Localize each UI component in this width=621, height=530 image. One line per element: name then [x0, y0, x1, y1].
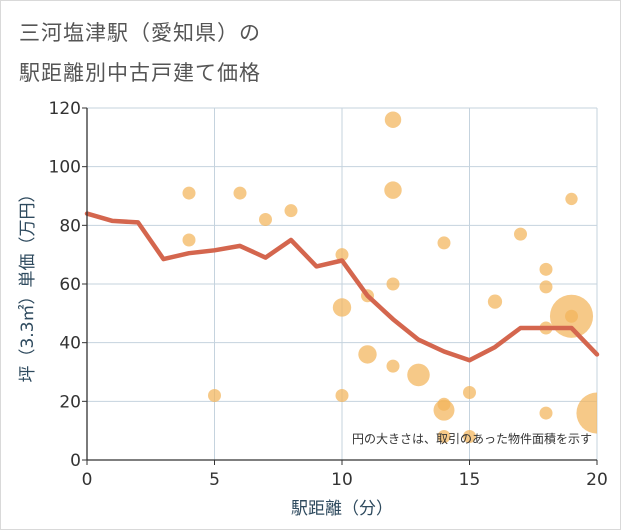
y-tick-label-6: 120 — [49, 99, 81, 119]
bubble-27 — [539, 406, 553, 420]
bubble-22 — [487, 294, 503, 309]
x-tick-label-3: 15 — [459, 470, 481, 490]
y-tick-label-1: 20 — [59, 392, 81, 412]
bubble-21 — [463, 430, 476, 444]
bubble-25 — [539, 280, 553, 294]
y-tick-label-4: 80 — [59, 216, 81, 236]
bubble-31 — [576, 392, 597, 434]
x-tick-label-0: 0 — [82, 470, 93, 490]
bubble-3 — [233, 186, 247, 200]
bubble-12 — [384, 181, 402, 199]
bubble-5 — [284, 204, 298, 218]
bubble-16 — [437, 236, 451, 250]
size-note: 円の大きさは、取引のあった物件面積を示す — [352, 431, 592, 446]
bubble-6 — [335, 248, 349, 262]
bubble-15 — [407, 363, 430, 387]
y-axis-title: 坪（3.3㎡）単価（万円） — [18, 185, 38, 382]
bubble-11 — [384, 111, 402, 128]
bubble-10 — [358, 345, 377, 364]
bubble-28 — [565, 192, 578, 206]
bubble-2 — [208, 388, 221, 402]
bubble-0 — [182, 186, 196, 200]
y-tick-label-5: 100 — [49, 158, 81, 178]
bubble-8 — [335, 388, 349, 402]
y-tick-label-3: 60 — [59, 275, 81, 295]
bubble-14 — [386, 359, 400, 373]
y-tick-label-2: 40 — [59, 334, 81, 354]
chart-title-line-1: 三河塩津駅（愛知県）の — [19, 21, 261, 45]
bubble-23 — [514, 227, 527, 241]
bubble-18 — [437, 397, 451, 411]
bubble-1 — [182, 233, 196, 247]
x-tick-label-4: 20 — [586, 470, 608, 490]
x-tick-label-1: 5 — [209, 470, 220, 490]
bubble-13 — [386, 277, 400, 291]
bubble-7 — [332, 298, 352, 317]
x-tick-label-2: 10 — [331, 470, 353, 490]
bubble-4 — [259, 212, 272, 226]
bubble-30 — [549, 294, 594, 338]
line-layer — [84, 211, 600, 363]
bubble-24 — [539, 262, 553, 276]
y-tick-label-0: 0 — [70, 451, 81, 471]
axis-layer: 0 5 10 15 20 0 20 40 60 80 100 120 — [49, 99, 608, 490]
x-axis-title: 駅距離（分） — [291, 499, 393, 519]
bubble-layer — [182, 111, 597, 444]
average-price-line — [84, 211, 600, 363]
chart-title-line-2: 駅距離別中古戸建て価格 — [19, 61, 261, 85]
bubble-20 — [463, 386, 476, 400]
bubble-19 — [437, 430, 451, 444]
